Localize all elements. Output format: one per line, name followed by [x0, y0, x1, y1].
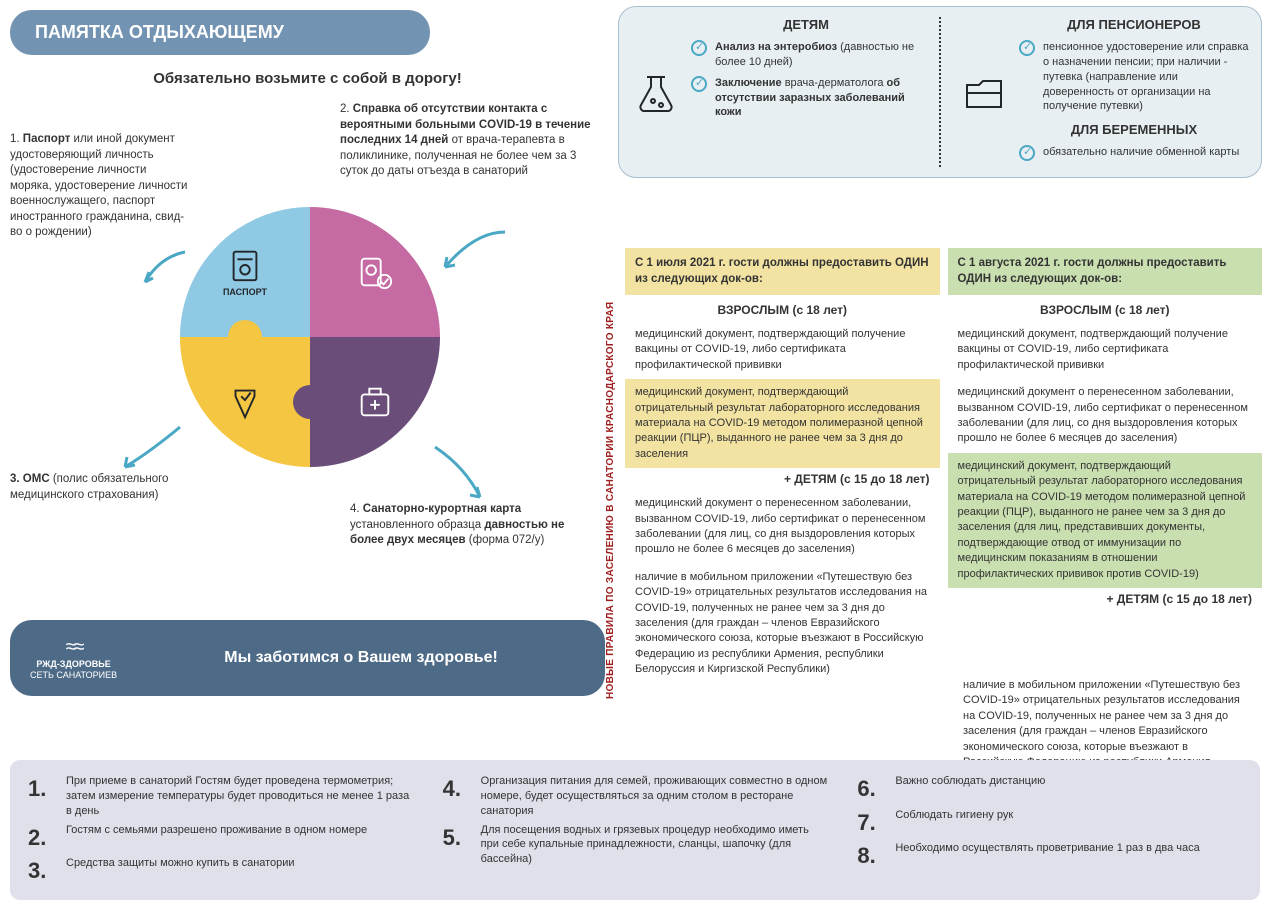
puzzle-piece-2 — [310, 207, 440, 337]
puzzle-piece-1: ПАСПОРТ — [180, 207, 310, 337]
puzzle-graphic: ПАСПОРТ — [180, 207, 440, 467]
vertical-label: НОВЫЕ ПРАВИЛА ПО ЗАСЕЛЕНИЮ В САНАТОРИИ К… — [605, 265, 621, 735]
check-icon — [691, 76, 707, 92]
puzzle-text-4: 4. Санаторно-курортная карта установленн… — [350, 502, 600, 549]
top-info-boxes: ДЕТЯМ Анализ на энтеробиоз (давностью не… — [618, 6, 1262, 178]
tagline-bar: ≈≈ РЖД-ЗДОРОВЬЕ СЕТЬ САНАТОРИЕВ Мы забот… — [10, 620, 605, 696]
passport-icon — [226, 246, 264, 284]
arrow-icon — [440, 227, 510, 277]
folder-icon — [961, 69, 1007, 115]
bottom-notes: 1.При приеме в санаторий Гостям будет пр… — [10, 760, 1260, 900]
check-icon — [1019, 145, 1035, 161]
tagline-text: Мы заботимся о Вашем здоровье! — [137, 649, 585, 667]
puzzle-zone: 1. Паспорт или иной документ удостоверяю… — [10, 102, 605, 532]
virus-check-icon — [356, 253, 394, 291]
flask-icon — [633, 69, 679, 115]
puzzle-piece-4 — [310, 337, 440, 467]
wave-icon: ≈≈ — [30, 635, 117, 659]
puzzle-text-1: 1. Паспорт или иной документ удостоверяю… — [10, 132, 190, 241]
rules-grid: С 1 июля 2021 г. гости должны предостави… — [625, 248, 1262, 683]
kids-col: ДЕТЯМ Анализ на энтеробиоз (давностью не… — [691, 17, 921, 167]
puzzle-text-2: 2. Справка об отсутствии контакта с веро… — [340, 102, 605, 180]
brand-logo: ≈≈ РЖД-ЗДОРОВЬЕ СЕТЬ САНАТОРИЕВ — [30, 635, 117, 681]
puzzle-text-3: 3. ОМС (полис обязательного медицинского… — [10, 472, 230, 503]
check-icon — [691, 40, 707, 56]
rules-head-aug: С 1 августа 2021 г. гости должны предост… — [948, 248, 1263, 295]
rules-right-col: С 1 августа 2021 г. гости должны предост… — [948, 248, 1263, 683]
puzzle-piece-3 — [180, 337, 310, 467]
check-icon — [1019, 40, 1035, 56]
header-pill: ПАМЯТКА ОТДЫХАЮЩЕМУ — [10, 10, 430, 55]
sub-header: Обязательно возьмите с собой в дорогу! — [10, 70, 605, 87]
shield-doc-icon — [226, 383, 264, 421]
medkit-icon — [356, 383, 394, 421]
rules-head-july: С 1 июля 2021 г. гости должны предостави… — [625, 248, 940, 295]
pens-preg-col: ДЛЯ ПЕНСИОНЕРОВ пенсионное удостоверение… — [1019, 17, 1249, 167]
rules-left-col: С 1 июля 2021 г. гости должны предостави… — [625, 248, 940, 683]
